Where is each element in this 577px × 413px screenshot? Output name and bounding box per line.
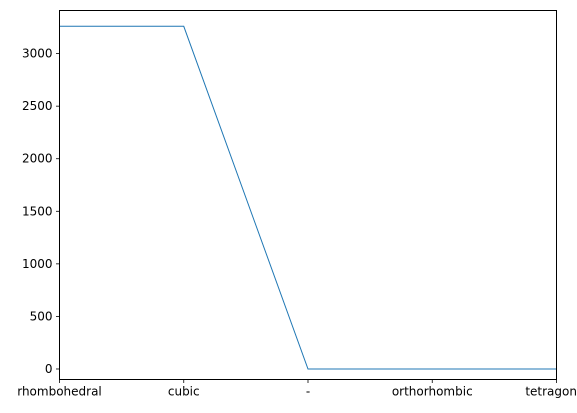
x-tick-label: tetragonal — [525, 385, 577, 399]
x-tick-label: cubic — [168, 385, 200, 399]
y-tick-label: 1000 — [22, 257, 53, 271]
series-layer — [59, 25, 557, 370]
y-axis: 0 500 1000 1500 2000 2500 3000 — [22, 47, 60, 376]
y-tick-label: 3000 — [22, 47, 53, 61]
y-tick-label: 500 — [30, 309, 53, 323]
x-tick-label: - — [306, 385, 310, 399]
x-axis: rhombohedral cubic - orthorhombic tetragonal — [17, 379, 577, 399]
series-line — [59, 25, 557, 370]
y-tick-label: 2500 — [22, 99, 53, 113]
y-tick-label: 1500 — [22, 204, 53, 218]
plot-frame — [59, 10, 557, 380]
y-tick-label: 0 — [45, 362, 53, 376]
x-tick-label: rhombohedral — [17, 385, 102, 399]
x-tick-label: orthorhombic — [392, 385, 473, 399]
y-tick-label: 2000 — [22, 152, 53, 166]
